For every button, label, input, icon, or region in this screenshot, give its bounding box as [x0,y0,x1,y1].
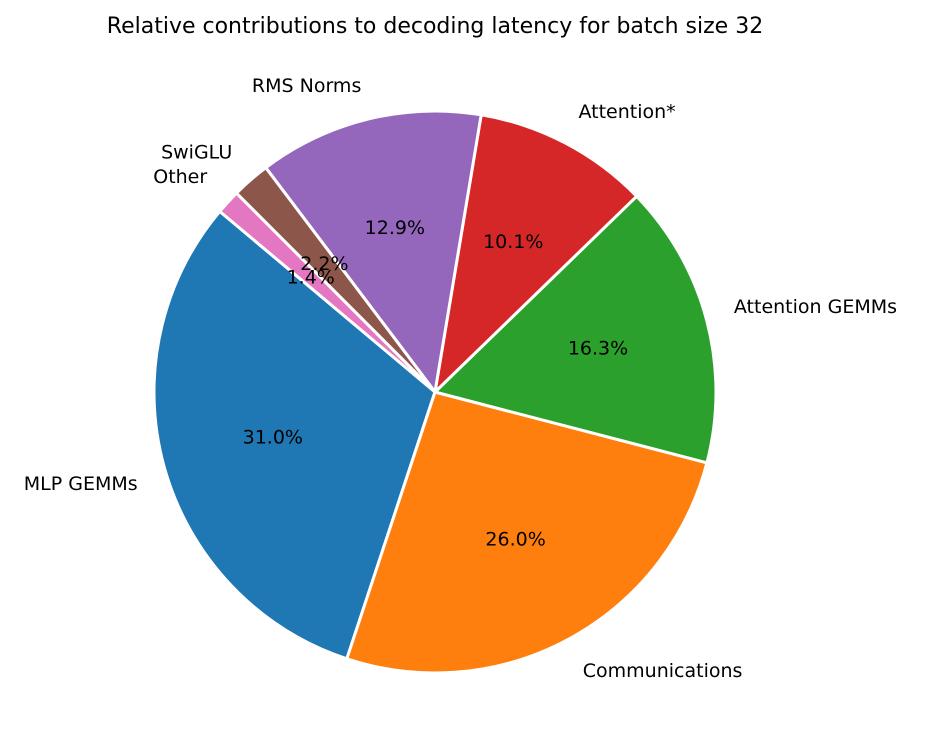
pct-other: 1.4% [287,267,335,289]
pct-swiglu: 2.2% [300,253,348,275]
slice-attention-gemms [433,194,718,465]
pie-percent-labels: 31.0% 26.0% 16.3% 10.1% 12.9% 2.2%1.4% [243,217,629,551]
label-swiglu: SwiGLU [161,142,232,164]
pct-mlp-gemms: 31.0% [243,427,303,449]
pct-attention: 10.1% [483,231,543,253]
slice-other [218,191,437,394]
slice-communications [345,390,709,675]
label-mlp-gemms: MLP GEMMs [24,473,138,495]
label-attention-gemms: Attention GEMMs [734,296,897,318]
pie-labels: MLP GEMMs Communications Attention GEMMs At… [24,75,897,682]
pct-attention-gemms: 16.3% [568,338,628,360]
chart-title: Relative contributions to decoding laten… [107,14,763,39]
label-communications: Communications [583,660,743,682]
pie-slices [152,109,718,675]
slice-rms-norms [264,109,483,394]
label-rms-norms: RMS Norms [252,75,361,97]
label-other: Other [153,166,207,188]
pct-communications: 26.0% [485,529,545,551]
slice-attention [433,113,639,394]
pct-rms-norms: 12.9% [365,217,425,239]
slice-mlp-gemms [152,209,437,661]
label-attention: Attention* [578,101,675,123]
